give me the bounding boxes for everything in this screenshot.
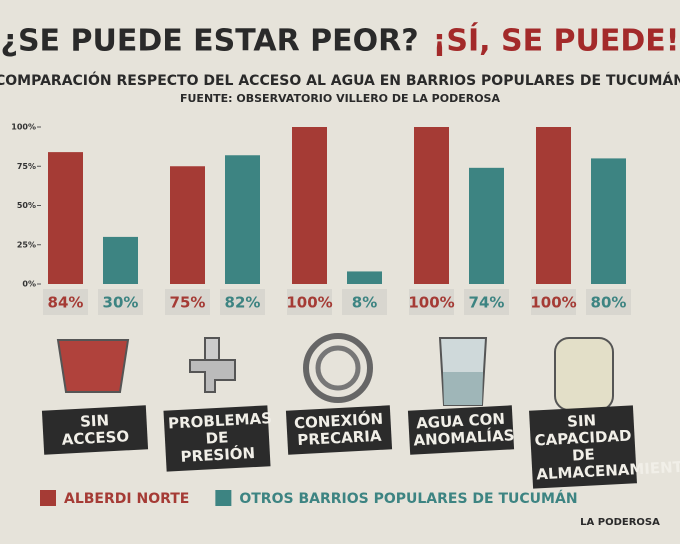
subtitle: COMPARACIÓN RESPECTO DEL ACCESO AL AGUA … [0,71,680,89]
y-tick-label: 75% [17,162,36,171]
value-label: 100% [286,294,332,312]
value-label: 100% [530,294,576,312]
value-label: 100% [408,294,454,312]
value-label: 74% [469,294,505,312]
y-tick-label: 0% [22,280,36,289]
y-tick-label: 50% [17,201,36,210]
bar [347,271,382,284]
bar [591,158,626,284]
value-label-box [220,289,265,315]
value-label: 84% [48,294,84,312]
value-label: 80% [591,294,627,312]
value-label-box [586,289,631,315]
value-label: 82% [225,294,261,312]
legend-label: OTROS BARRIOS POPULARES DE TUCUMÁN [239,490,577,507]
category-label: PROBLEMAS DE PRESIÓN [163,405,272,472]
value-label: 8% [352,294,377,312]
category-label: SIN CAPACIDAD DE ALMACENAMIENTO [529,405,680,489]
bar [469,167,504,284]
y-tick-label: 25% [17,240,36,249]
category-label: CONEXIÓN PRECARIA [285,405,393,455]
value-label: 30% [103,294,139,312]
source: FUENTE: OBSERVATORIO VILLERO DE LA PODER… [180,92,500,105]
value-label-box [165,289,210,315]
bar [292,127,327,284]
legend-swatch [40,490,56,506]
chart-title-highlight: ¡SÍ, SE PUEDE! [433,23,680,59]
value-label-box [464,289,509,315]
value-label-box [43,289,88,315]
y-tick-label: 100% [11,123,36,132]
legend-swatch [215,490,232,506]
legend-label: ALBERDI NORTE [64,491,189,507]
chart-title: ¿SE PUEDE ESTAR PEOR? [1,24,419,59]
bar [170,166,205,284]
value-label-box [531,289,576,315]
bar [536,127,571,284]
category-label: SIN ACCESO [41,405,149,455]
value-label-box [287,289,332,315]
value-label: 75% [170,294,206,312]
logo: LA PODEROSA [580,517,660,528]
bar [48,152,83,284]
value-label-box [342,289,387,315]
category-label: AGUA CON ANOMALÍAS [407,405,515,455]
icons [56,333,614,411]
value-label-box [98,289,143,315]
bar [414,127,449,284]
bar [225,155,260,284]
value-label-box [409,289,454,315]
bar [103,236,138,284]
